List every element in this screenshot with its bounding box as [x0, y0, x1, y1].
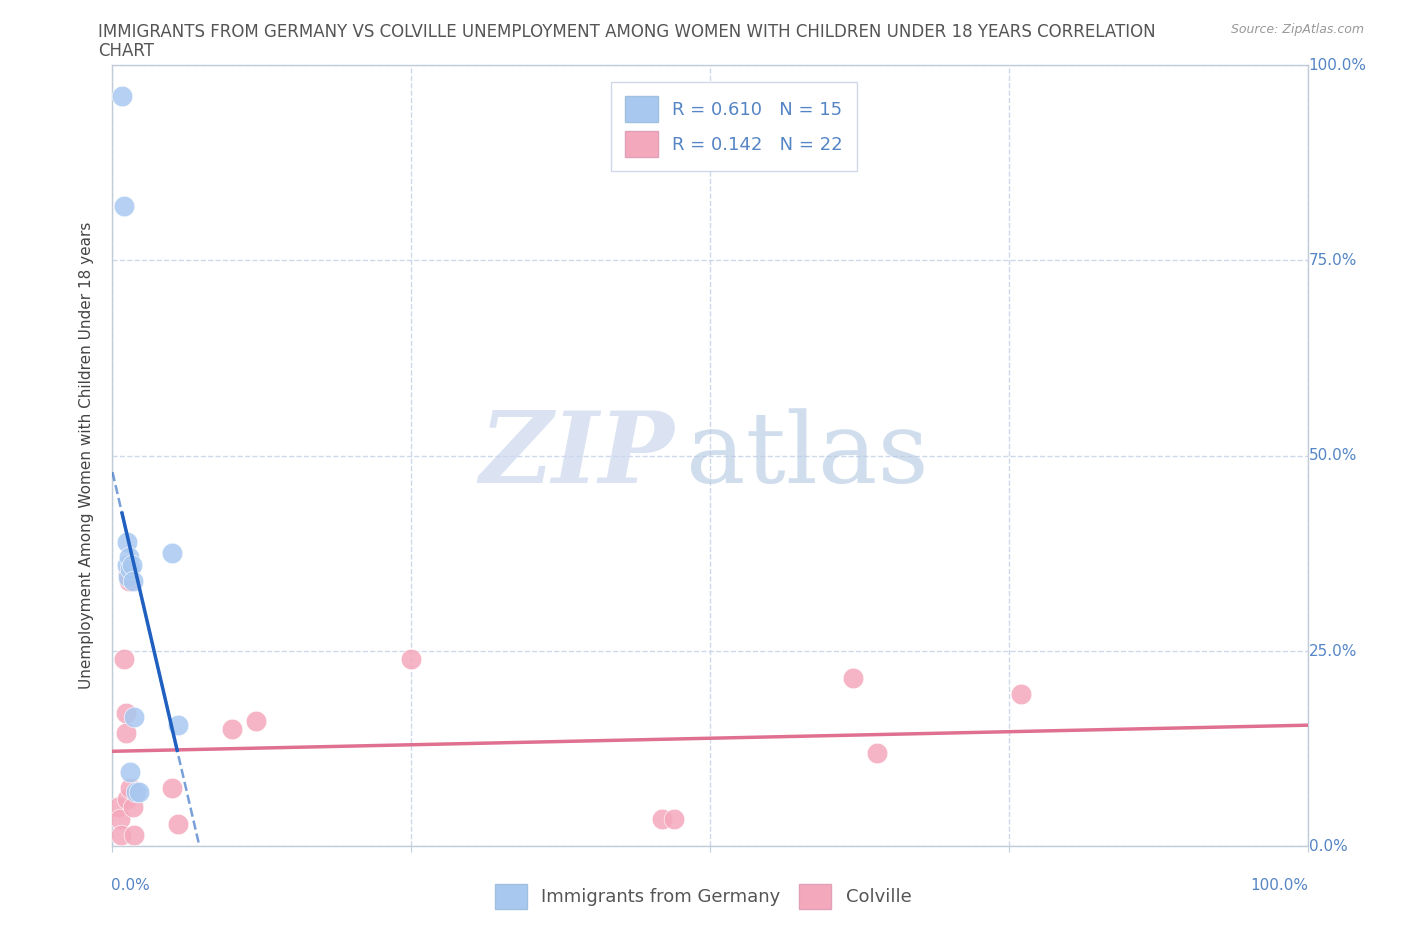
Point	[114, 198, 135, 213]
Point	[117, 569, 139, 584]
Legend: R = 0.610   N = 15, R = 0.142   N = 22: R = 0.610 N = 15, R = 0.142 N = 22	[610, 82, 858, 171]
Point	[167, 817, 190, 831]
Text: 75.0%: 75.0%	[1309, 253, 1357, 268]
Text: 50.0%: 50.0%	[1309, 448, 1357, 463]
Point	[117, 565, 139, 580]
Point	[120, 562, 142, 577]
Point	[120, 780, 142, 795]
Text: ZIP: ZIP	[479, 407, 675, 504]
Text: 100.0%: 100.0%	[1309, 58, 1367, 73]
Point	[120, 764, 142, 779]
Point	[842, 671, 865, 685]
Point	[114, 651, 135, 666]
Text: 0.0%: 0.0%	[111, 878, 150, 893]
Point	[128, 784, 150, 799]
Point	[866, 745, 889, 760]
Point	[115, 558, 138, 573]
Text: Source: ZipAtlas.com: Source: ZipAtlas.com	[1230, 23, 1364, 36]
Point	[122, 710, 145, 724]
Point	[114, 706, 136, 721]
Text: atlas: atlas	[686, 407, 929, 504]
Text: 25.0%: 25.0%	[1309, 644, 1357, 658]
Point	[245, 714, 267, 729]
Point	[115, 534, 138, 549]
Point	[114, 725, 136, 740]
Point	[162, 780, 183, 795]
Point	[111, 89, 134, 104]
Point	[122, 827, 145, 842]
Legend: Immigrants from Germany, Colville: Immigrants from Germany, Colville	[488, 876, 918, 916]
Point	[110, 827, 132, 842]
Point	[664, 812, 686, 827]
Point	[118, 573, 141, 588]
Point	[162, 546, 183, 561]
Point	[121, 800, 143, 815]
Point	[121, 558, 143, 573]
Point	[118, 550, 141, 565]
Point	[401, 651, 423, 666]
Y-axis label: Unemployment Among Women with Children Under 18 years: Unemployment Among Women with Children U…	[79, 222, 94, 689]
Text: IMMIGRANTS FROM GERMANY VS COLVILLE UNEMPLOYMENT AMONG WOMEN WITH CHILDREN UNDER: IMMIGRANTS FROM GERMANY VS COLVILLE UNEM…	[98, 23, 1156, 41]
Point	[121, 573, 143, 588]
Text: CHART: CHART	[98, 42, 155, 60]
Text: 100.0%: 100.0%	[1251, 878, 1309, 893]
Point	[167, 718, 190, 733]
Point	[221, 722, 243, 737]
Point	[1010, 686, 1032, 701]
Point	[115, 792, 138, 807]
Point	[108, 812, 131, 827]
Text: 0.0%: 0.0%	[1309, 839, 1347, 854]
Point	[651, 812, 673, 827]
Point	[107, 800, 129, 815]
Point	[125, 784, 148, 799]
